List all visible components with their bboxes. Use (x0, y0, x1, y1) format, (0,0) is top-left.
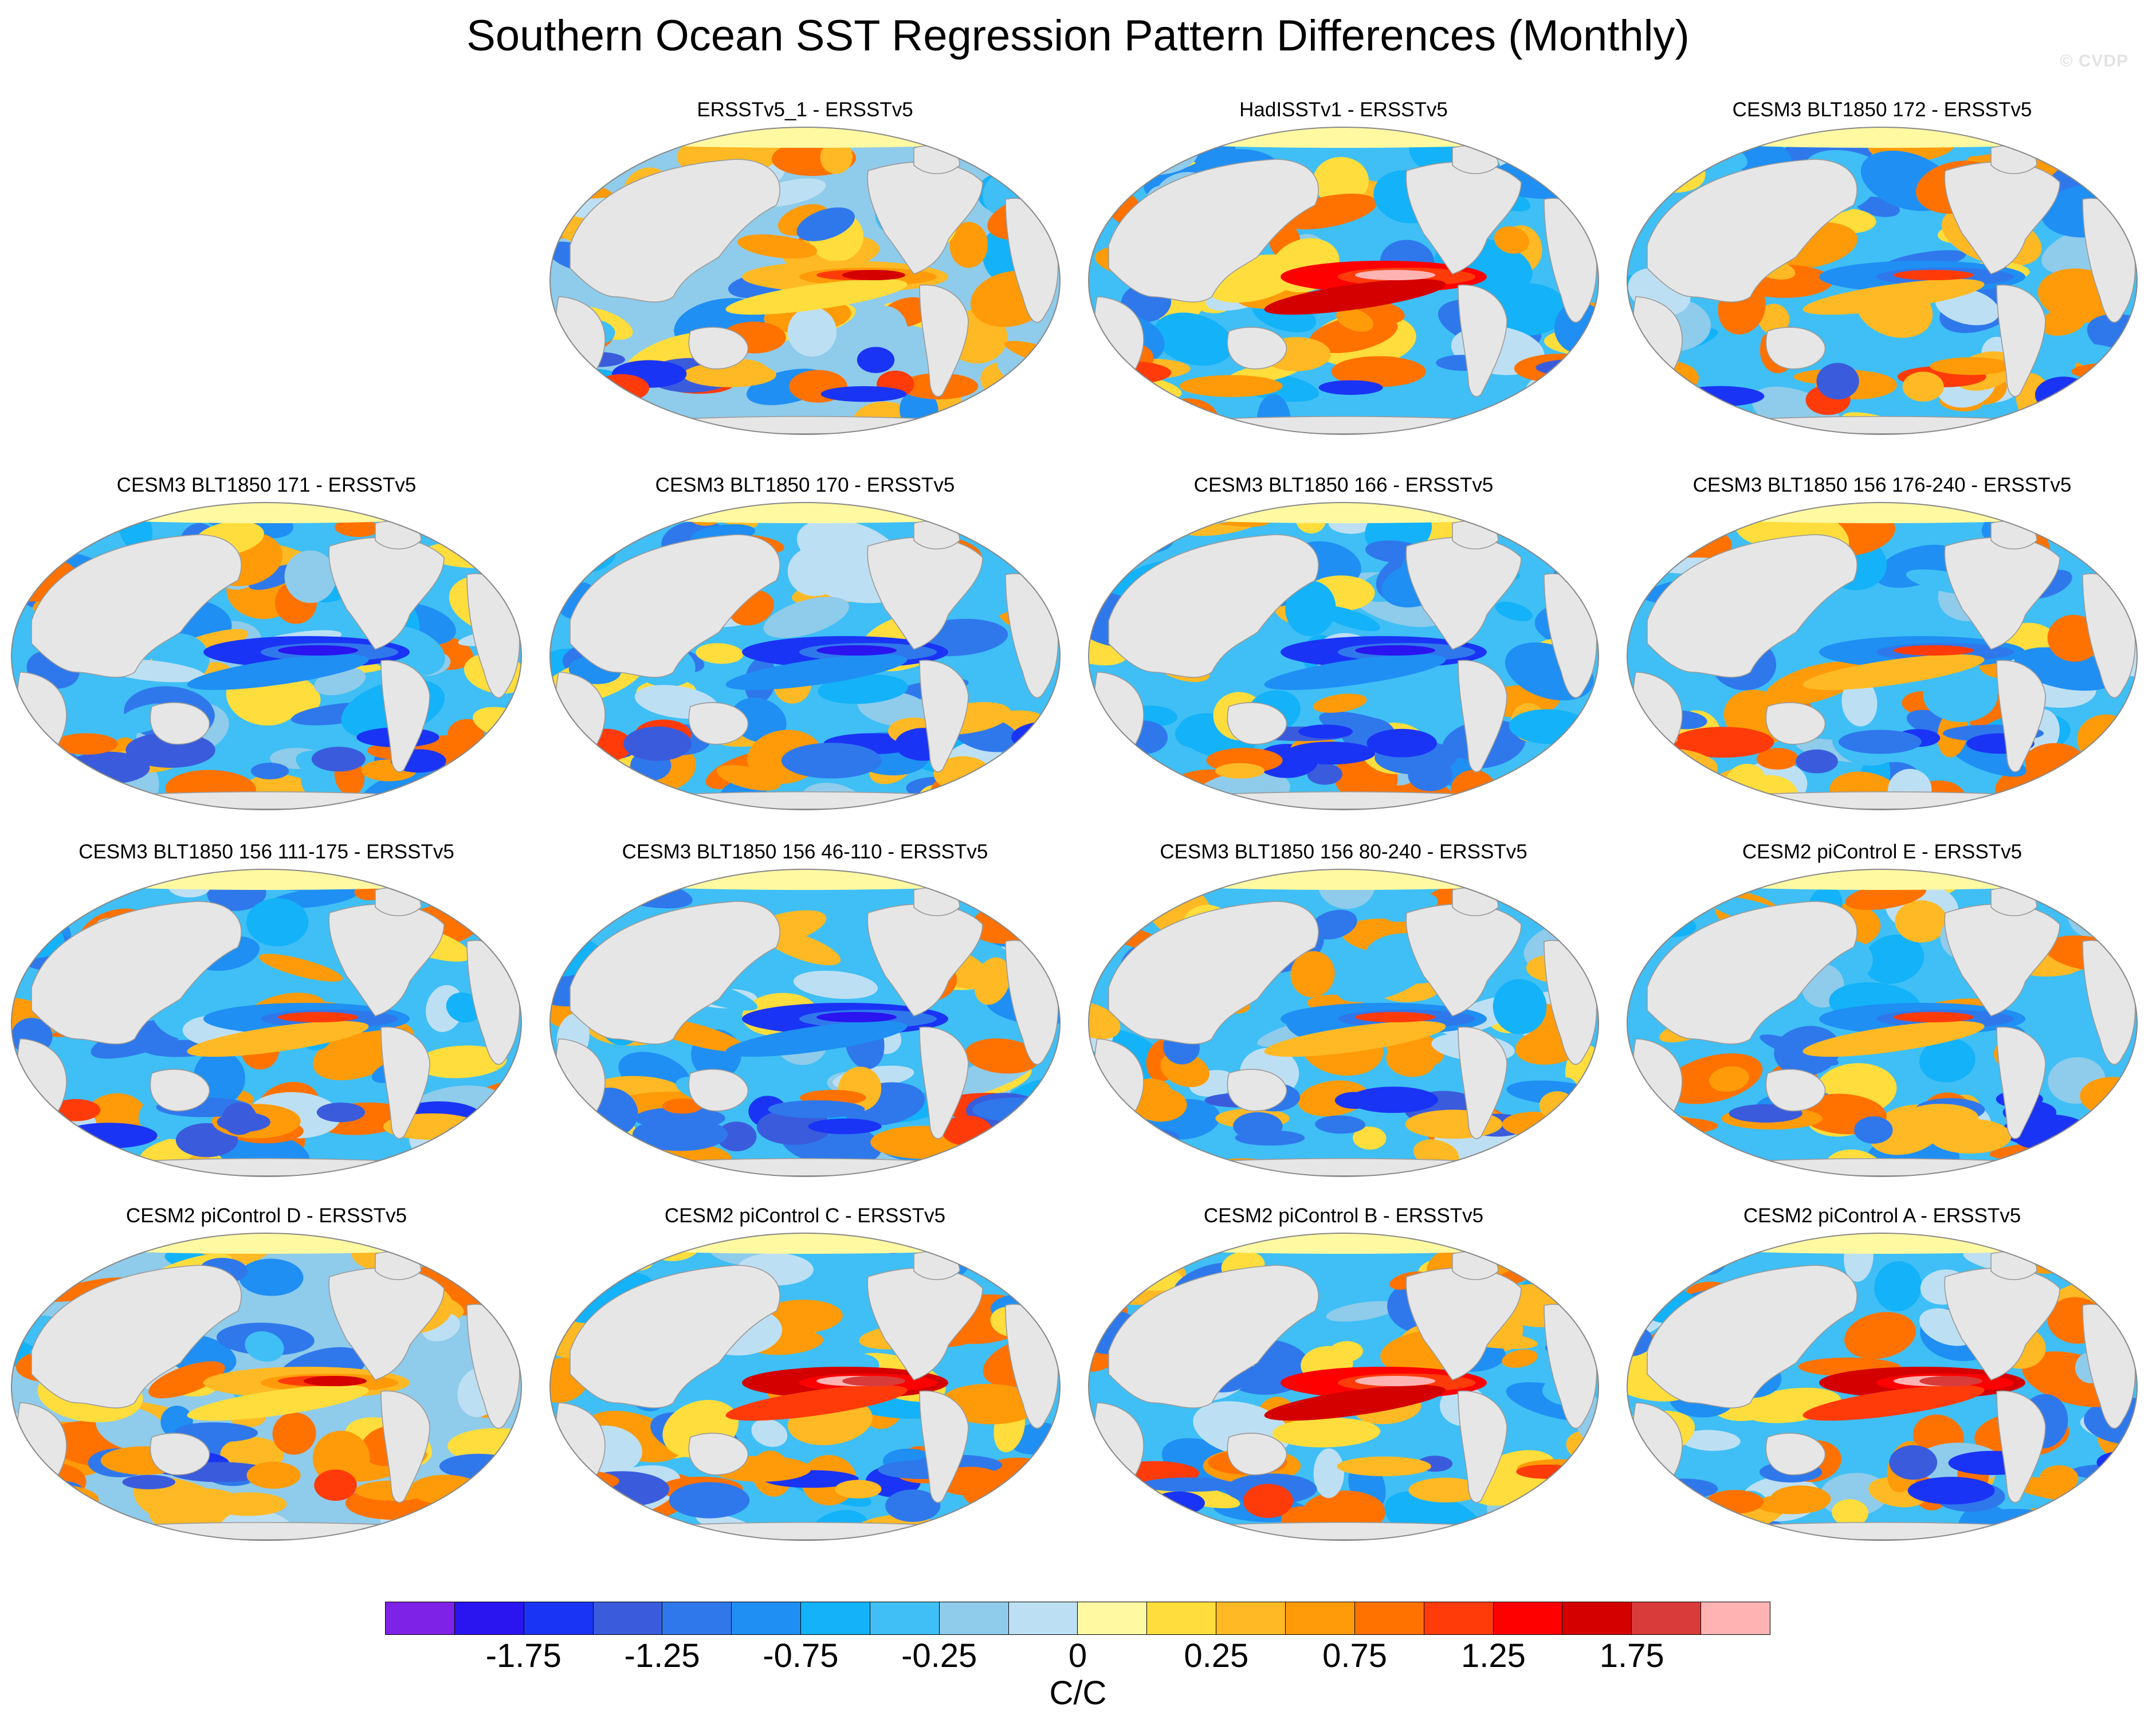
colorbar-swatch (801, 1602, 870, 1634)
sst-difference-map (1627, 869, 2138, 1177)
sst-difference-map (1088, 127, 1599, 435)
colorbar-swatch (1493, 1602, 1563, 1634)
colorbar-swatch (1354, 1602, 1424, 1634)
colorbar-swatch (1562, 1602, 1632, 1634)
colorbar-swatch (870, 1602, 940, 1634)
panel-title: ERSSTv5_1 - ERSSTv5 (697, 99, 913, 121)
colorbar-swatch (1632, 1602, 1702, 1634)
colorbar-boxes (385, 1602, 1770, 1635)
map-panel: CESM3 BLT1850 156 46-110 - ERSSTv5 (547, 840, 1063, 1206)
sst-difference-map (11, 869, 522, 1177)
map-panel: CESM3 BLT1850 156 176-240 - ERSSTv5 (1624, 473, 2140, 840)
sst-difference-map (1088, 502, 1599, 810)
panel-title: CESM3 BLT1850 170 - ERSSTv5 (655, 474, 955, 496)
map-panel: CESM3 BLT1850 156 111-175 - ERSSTv5 (9, 840, 524, 1206)
panel-title: CESM2 piControl E - ERSSTv5 (1742, 841, 2023, 863)
map-panel: CESM2 piControl D - ERSSTv5 (9, 1203, 524, 1570)
panel-title: CESM3 BLT1850 171 - ERSSTv5 (116, 474, 417, 496)
colorbar-swatch (593, 1602, 663, 1634)
cvdp-watermark: © CVDP (2060, 52, 2128, 70)
colorbar-swatch (524, 1602, 594, 1634)
colorbar-swatch (1008, 1602, 1078, 1634)
sst-difference-map (549, 869, 1061, 1177)
colorbar-tick-label: -0.75 (763, 1637, 839, 1674)
colorbar-swatch (662, 1602, 732, 1634)
panel-title: CESM3 BLT1850 156 111-175 - ERSSTv5 (78, 841, 454, 863)
colorbar-swatch (1701, 1602, 1770, 1634)
colorbar-tick-label: -1.75 (485, 1637, 561, 1674)
colorbar-tick-label: -0.25 (901, 1637, 977, 1674)
sst-difference-map (1627, 1233, 2138, 1541)
map-panel: CESM3 BLT1850 156 80-240 - ERSSTv5 (1086, 840, 1601, 1206)
colorbar-swatch (454, 1602, 524, 1634)
figure-title: Southern Ocean SST Regression Pattern Di… (466, 11, 1690, 60)
colorbar-swatch (1078, 1602, 1148, 1634)
colorbar-swatch (1147, 1602, 1217, 1634)
colorbar-swatch (1216, 1602, 1286, 1634)
map-panel: CESM3 BLT1850 171 - ERSSTv5 (9, 473, 524, 840)
panel-title: CESM3 BLT1850 172 - ERSSTv5 (1732, 99, 2032, 121)
colorbar-tick-label: -1.25 (624, 1637, 700, 1674)
colorbar-tick-label: 1.75 (1599, 1637, 1664, 1674)
panel-title: CESM2 piControl D - ERSSTv5 (125, 1205, 407, 1227)
colorbar-tick-label: 1.25 (1460, 1637, 1526, 1674)
panel-title: CESM2 piControl A - ERSSTv5 (1743, 1205, 2021, 1227)
sst-difference-map (1627, 127, 2138, 435)
map-panel: CESM2 piControl B - ERSSTv5 (1086, 1203, 1601, 1570)
panel-title: HadISSTv1 - ERSSTv5 (1239, 99, 1448, 121)
map-panel: CESM2 piControl E - ERSSTv5 (1624, 840, 2140, 1206)
colorbar-tick-label: 0.25 (1184, 1637, 1249, 1674)
sst-difference-map (1088, 1233, 1599, 1541)
colorbar-units: C/C (1049, 1674, 1107, 1712)
colorbar-swatch (1285, 1602, 1355, 1634)
map-panel: CESM3 BLT1850 170 - ERSSTv5 (547, 473, 1063, 840)
panel-title: CESM3 BLT1850 166 - ERSSTv5 (1193, 474, 1494, 496)
panel-title: CESM2 piControl B - ERSSTv5 (1203, 1205, 1484, 1227)
sst-difference-map (1088, 869, 1599, 1177)
sst-difference-map (549, 502, 1061, 810)
colorbar-swatch (939, 1602, 1009, 1634)
colorbar-swatch (1424, 1602, 1494, 1634)
colorbar (385, 1602, 1770, 1635)
map-panel: HadISSTv1 - ERSSTv5 (1086, 97, 1601, 464)
panel-title: CESM3 BLT1850 156 80-240 - ERSSTv5 (1160, 841, 1527, 863)
map-panel: ERSSTv5_1 - ERSSTv5 (547, 97, 1063, 464)
sst-difference-map (549, 1233, 1061, 1541)
panel-title: CESM3 BLT1850 156 176-240 - ERSSTv5 (1692, 474, 2072, 496)
sst-difference-map (1627, 502, 2138, 810)
colorbar-swatch (732, 1602, 802, 1634)
panel-title: CESM3 BLT1850 156 46-110 - ERSSTv5 (622, 841, 988, 863)
map-panel: CESM3 BLT1850 172 - ERSSTv5 (1624, 97, 2140, 464)
colorbar-tick-label: 0 (1068, 1637, 1087, 1674)
map-panel: CESM2 piControl A - ERSSTv5 (1624, 1203, 2140, 1570)
colorbar-swatch (386, 1602, 455, 1634)
panel-title: CESM2 piControl C - ERSSTv5 (664, 1205, 946, 1227)
colorbar-tick-label: 0.75 (1322, 1637, 1388, 1674)
map-panel: CESM2 piControl C - ERSSTv5 (547, 1203, 1063, 1570)
map-panel: CESM3 BLT1850 166 - ERSSTv5 (1086, 473, 1601, 840)
sst-difference-map (11, 1233, 522, 1541)
sst-difference-map (549, 127, 1061, 435)
sst-difference-map (11, 502, 522, 810)
